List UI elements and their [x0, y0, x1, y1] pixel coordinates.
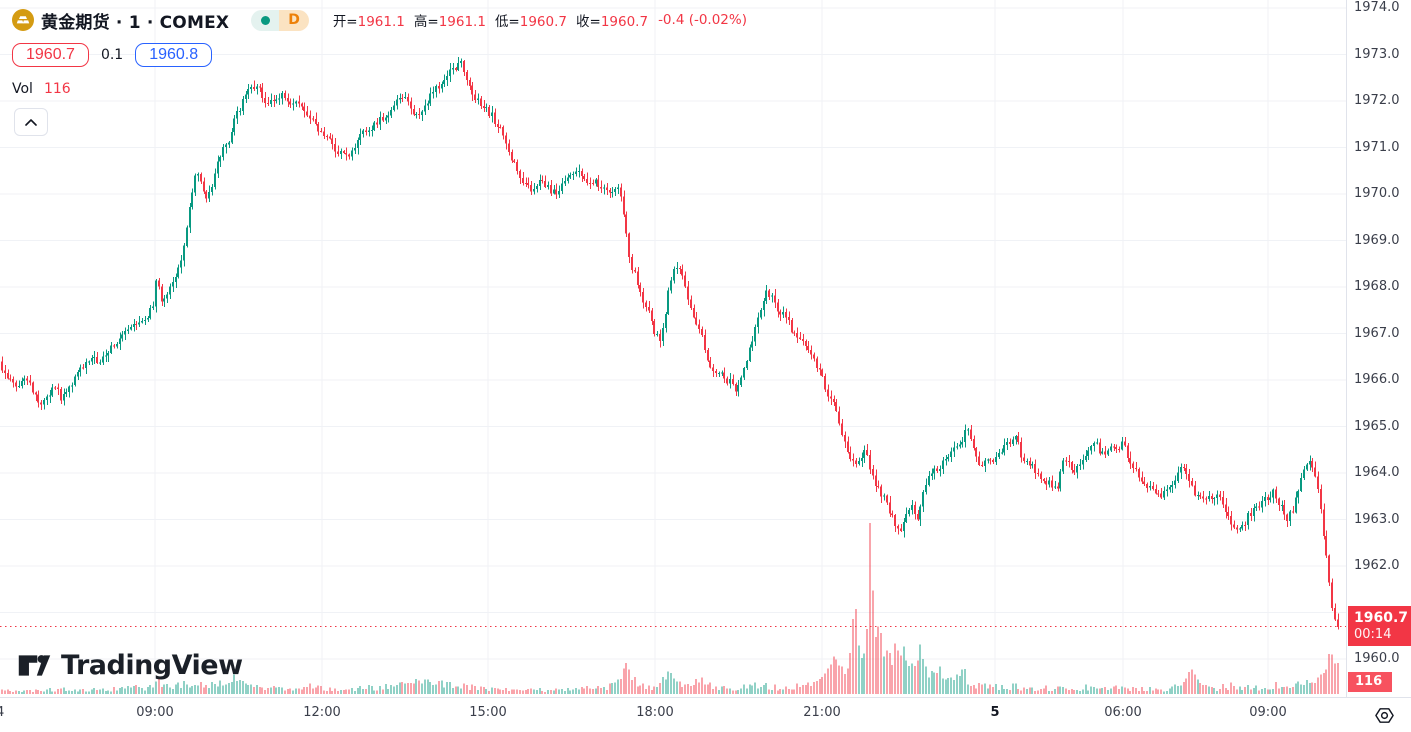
price-tick-label: 1972.0 [1354, 93, 1400, 108]
candlestick-chart-canvas[interactable] [0, 0, 1346, 697]
buy-price-button[interactable]: 1960.8 [135, 43, 213, 67]
price-tick-label: 1965.0 [1354, 418, 1400, 434]
price-tick-label: 1968.0 [1354, 279, 1400, 294]
price-axis[interactable]: 1960.7 00:14 116 1974.0 1973.0 1972.0 1971.… [1346, 0, 1411, 697]
price-tick-label: 1967.0 [1354, 325, 1400, 341]
volume-axis-badge: 116 [1348, 672, 1392, 692]
price-tick-label: 1960.0 [1354, 651, 1400, 666]
chart-plot-area[interactable] [0, 0, 1346, 697]
price-tick-label: 1970.0 [1354, 186, 1400, 201]
gear-glyph [1374, 707, 1394, 723]
tradingview-watermark[interactable]: TradingView [16, 647, 243, 684]
price-tick-label: 1974.0 [1354, 0, 1400, 15]
volume-indicator-label[interactable]: Vol [12, 81, 33, 97]
legend-row-symbol: 黄金期货 · 1 · COMEX D 开=1961.1 高=1961.1 低=1… [12, 8, 747, 33]
time-tick-label: 21:00 [803, 705, 841, 720]
change-readout: -0.4 (-0.02%) [658, 12, 747, 28]
ohlc-close: 收=1960.7 [576, 14, 649, 30]
price-tick-label: 1966.0 [1354, 372, 1400, 387]
chevron-up-icon [25, 118, 37, 126]
symbol-title[interactable]: 黄金期货 · 1 · COMEX [41, 12, 230, 33]
volume-indicator-value: 116 [43, 81, 71, 97]
scale-settings-gear-icon[interactable] [1371, 702, 1397, 728]
sell-price-button[interactable]: 1960.7 [12, 43, 89, 67]
time-tick-label: 09:00 [136, 705, 174, 720]
legend-row-quotes: 1960.7 0.1 1960.8 [12, 41, 747, 69]
chart-legend: 黄金期货 · 1 · COMEX D 开=1961.1 高=1961.1 低=1… [12, 8, 747, 136]
collapse-legend-button[interactable] [14, 108, 48, 136]
last-price-badge: 1960.7 00:14 [1348, 606, 1411, 647]
interval-badge[interactable]: D [251, 9, 309, 31]
time-tick-label: 06:00 [1104, 705, 1142, 720]
time-tick-label: 09:00 [1249, 705, 1287, 720]
ohlc-low: 低=1960.7 [494, 14, 567, 30]
ohlc-readout: 开=1961.1 高=1961.1 低=1960.7 收=1960.7 -0.4… [333, 10, 747, 30]
price-tick-label: 1971.0 [1354, 139, 1400, 155]
bar-countdown: 00:14 [1354, 627, 1392, 643]
price-tick-label: 1964.0 [1354, 465, 1400, 480]
price-tick-label: 1963.0 [1354, 511, 1400, 527]
time-tick-label: 18:00 [636, 705, 674, 720]
interval-label: D [279, 9, 309, 31]
ohlc-high: 高=1961.1 [413, 14, 486, 30]
time-axis[interactable]: 4 09:00 12:00 15:00 18:00 21:00 5 06:00 09:00 [0, 697, 1411, 732]
price-tick-label: 1962.0 [1354, 558, 1400, 573]
time-tick-label: 15:00 [469, 705, 507, 720]
gold-symbol-icon[interactable] [12, 9, 34, 31]
time-tick-label: 4 [0, 705, 5, 720]
gold-bars-glyph [16, 16, 30, 24]
last-price-value: 1960.7 [1354, 610, 1409, 627]
ohlc-open: 开=1961.1 [332, 14, 405, 30]
price-tick-label: 1969.0 [1354, 232, 1400, 248]
market-status-dot-icon [261, 15, 271, 25]
price-tick-label: 1973.0 [1354, 46, 1400, 62]
watermark-text: TradingView [61, 650, 243, 681]
time-tick-label: 12:00 [303, 705, 341, 720]
legend-row-volume: Vol 116 [12, 81, 747, 97]
market-status-segment [251, 9, 280, 31]
spread-value: 0.1 [100, 47, 124, 63]
time-tick-label: 5 [990, 705, 1000, 720]
tradingview-logo-icon [18, 655, 51, 676]
